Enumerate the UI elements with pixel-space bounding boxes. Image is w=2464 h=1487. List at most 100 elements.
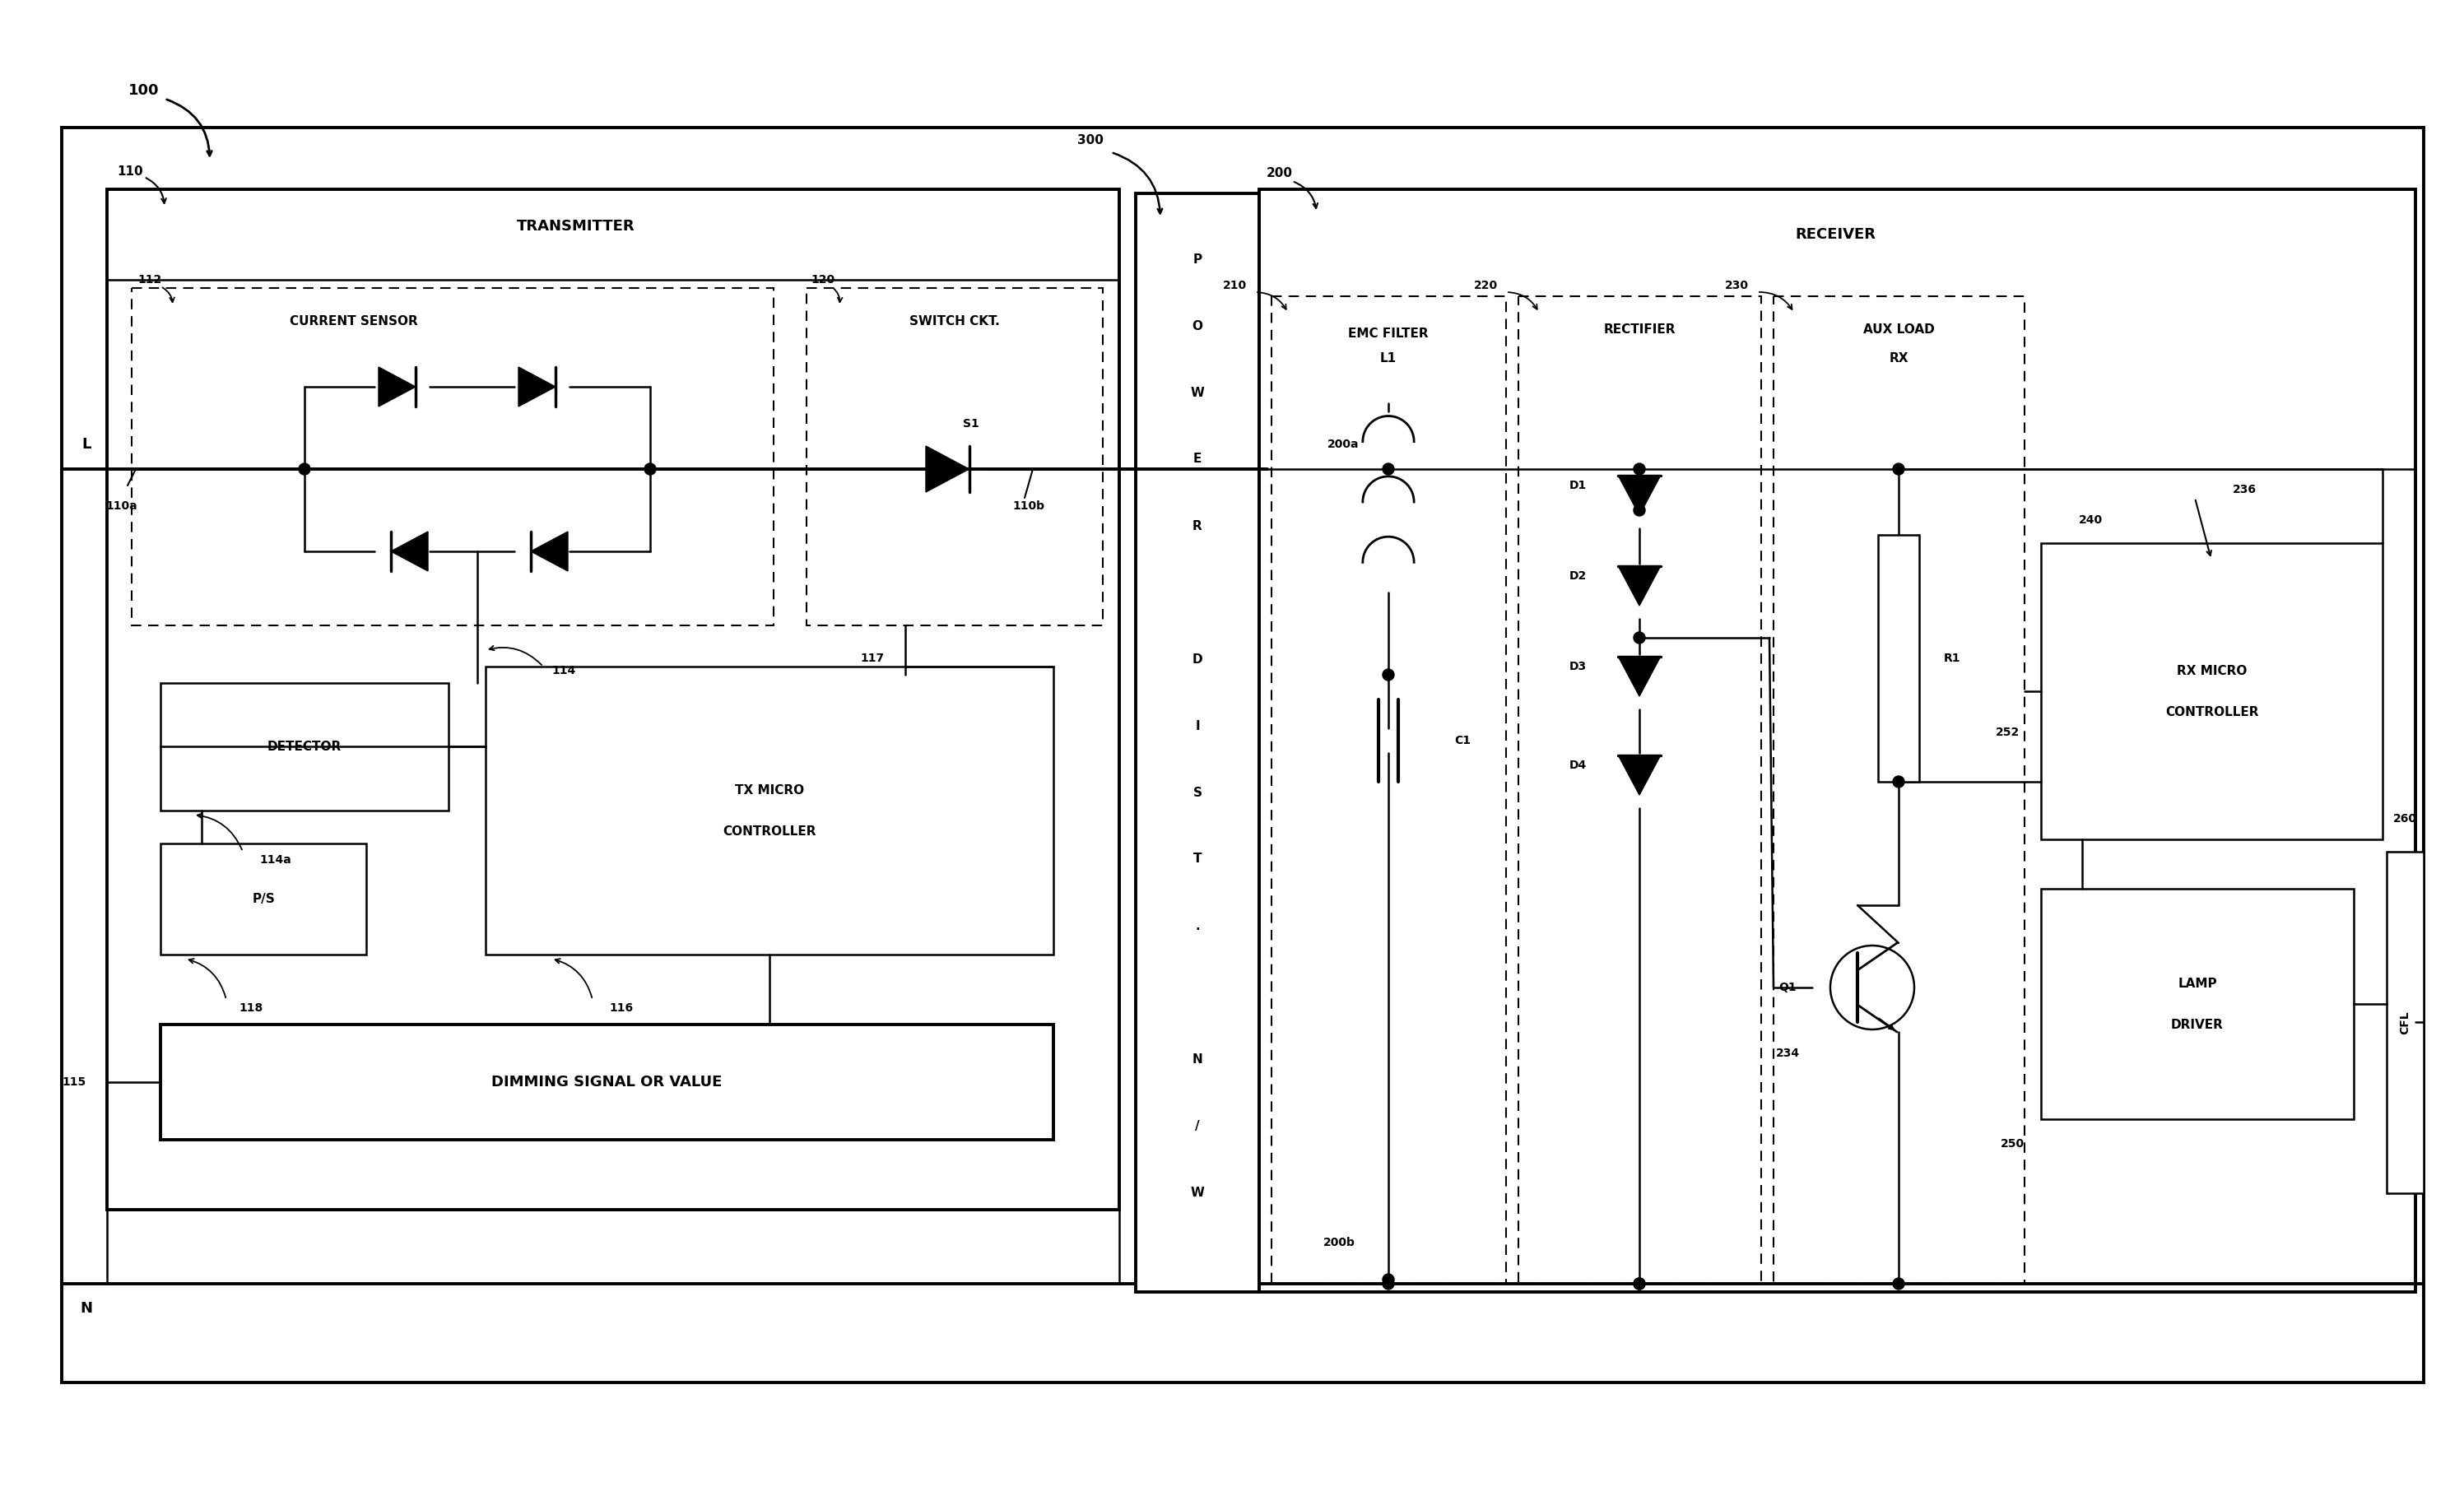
Polygon shape	[926, 446, 968, 492]
Text: 112: 112	[138, 274, 163, 286]
Bar	[160, 683, 448, 810]
Text: 240: 240	[2077, 515, 2102, 526]
Text: RX: RX	[1890, 352, 1907, 364]
Text: P/S: P/S	[251, 892, 276, 906]
Bar	[2040, 543, 2383, 839]
Circle shape	[1634, 504, 1646, 516]
Polygon shape	[517, 367, 554, 406]
Text: L: L	[81, 437, 91, 452]
Bar	[160, 843, 367, 955]
Text: 234: 234	[1777, 1047, 1799, 1059]
Text: LAMP: LAMP	[2178, 977, 2218, 989]
Text: O: O	[1193, 320, 1202, 332]
Text: L1: L1	[1380, 352, 1397, 364]
Circle shape	[1634, 464, 1646, 474]
Text: D: D	[1193, 653, 1202, 665]
Text: .: .	[1195, 919, 1200, 932]
Bar	[106, 189, 1119, 1210]
Text: DIMMING SIGNAL OR VALUE: DIMMING SIGNAL OR VALUE	[493, 1075, 722, 1090]
Text: 100: 100	[128, 83, 160, 98]
Text: N: N	[81, 1301, 94, 1316]
Text: RX MICRO: RX MICRO	[2176, 665, 2247, 677]
Text: 118: 118	[239, 1002, 264, 1014]
Text: DETECTOR: DETECTOR	[269, 741, 342, 752]
Text: 236: 236	[2232, 483, 2257, 495]
Text: CFL: CFL	[2400, 1011, 2410, 1035]
Polygon shape	[392, 531, 429, 571]
Text: 250: 250	[2001, 1138, 2023, 1149]
Text: S1: S1	[963, 418, 978, 430]
Text: D4: D4	[1570, 760, 1587, 772]
Text: 200a: 200a	[1328, 439, 1360, 451]
Text: Q1: Q1	[1779, 981, 1796, 993]
Text: 117: 117	[860, 653, 885, 665]
Text: 300: 300	[1077, 134, 1104, 146]
Text: 116: 116	[609, 1002, 633, 1014]
Text: 252: 252	[1996, 727, 2020, 738]
Text: DRIVER: DRIVER	[2171, 1019, 2223, 1030]
Circle shape	[646, 464, 655, 474]
Bar	[1271, 296, 1506, 1283]
Circle shape	[1634, 1277, 1646, 1289]
Text: R: R	[1193, 519, 1202, 532]
Circle shape	[1892, 1277, 1905, 1289]
Text: T: T	[1193, 854, 1202, 865]
Text: EMC FILTER: EMC FILTER	[1348, 327, 1429, 339]
Bar	[2388, 852, 2425, 1193]
Polygon shape	[1619, 755, 1661, 796]
Text: 114: 114	[552, 665, 577, 677]
Text: TRANSMITTER: TRANSMITTER	[517, 219, 636, 233]
Text: TX MICRO: TX MICRO	[734, 784, 803, 796]
Text: R1: R1	[1944, 653, 1961, 665]
Bar	[806, 288, 1104, 626]
Polygon shape	[1619, 476, 1661, 515]
Circle shape	[1382, 464, 1395, 474]
Bar	[1259, 189, 2415, 1292]
Text: 110b: 110b	[1013, 500, 1045, 512]
Bar	[1878, 535, 1919, 782]
Text: 220: 220	[1473, 280, 1498, 291]
Text: 110: 110	[116, 165, 143, 177]
Text: 114a: 114a	[259, 854, 291, 865]
Bar	[1774, 296, 2025, 1283]
Text: CURRENT SENSOR: CURRENT SENSOR	[291, 315, 419, 327]
Circle shape	[1382, 669, 1395, 681]
Text: 120: 120	[811, 274, 835, 286]
Text: D2: D2	[1570, 571, 1587, 581]
Text: D1: D1	[1570, 480, 1587, 491]
Polygon shape	[530, 531, 567, 571]
Text: W: W	[1190, 1187, 1205, 1199]
Circle shape	[1382, 1277, 1395, 1289]
Circle shape	[1634, 632, 1646, 644]
Text: AUX LOAD: AUX LOAD	[1863, 323, 1934, 336]
Text: 230: 230	[1725, 280, 1749, 291]
Text: CONTROLLER: CONTROLLER	[722, 825, 816, 837]
Text: RECEIVER: RECEIVER	[1794, 228, 1875, 242]
Text: S: S	[1193, 787, 1202, 799]
Polygon shape	[1619, 567, 1661, 605]
Text: W: W	[1190, 387, 1205, 399]
Polygon shape	[379, 367, 416, 406]
Circle shape	[1892, 464, 1905, 474]
Text: 115: 115	[62, 1077, 86, 1088]
Circle shape	[1382, 1274, 1395, 1285]
Text: 110a: 110a	[106, 500, 138, 512]
Text: E: E	[1193, 454, 1202, 465]
Text: RECTIFIER: RECTIFIER	[1604, 323, 1676, 336]
Text: 210: 210	[1222, 280, 1247, 291]
Bar	[160, 1025, 1055, 1139]
Text: P: P	[1193, 253, 1202, 265]
Text: /: /	[1195, 1120, 1200, 1132]
Bar	[62, 128, 2425, 1383]
Text: 200: 200	[1266, 167, 1294, 178]
Text: CONTROLLER: CONTROLLER	[2166, 706, 2259, 718]
Circle shape	[298, 464, 310, 474]
Bar	[485, 666, 1055, 955]
Circle shape	[1892, 776, 1905, 788]
Text: I: I	[1195, 720, 1200, 732]
Polygon shape	[1619, 657, 1661, 696]
Bar	[131, 288, 774, 626]
Bar	[1136, 193, 1259, 1292]
Bar	[1518, 296, 1762, 1283]
Text: 200b: 200b	[1323, 1237, 1355, 1249]
